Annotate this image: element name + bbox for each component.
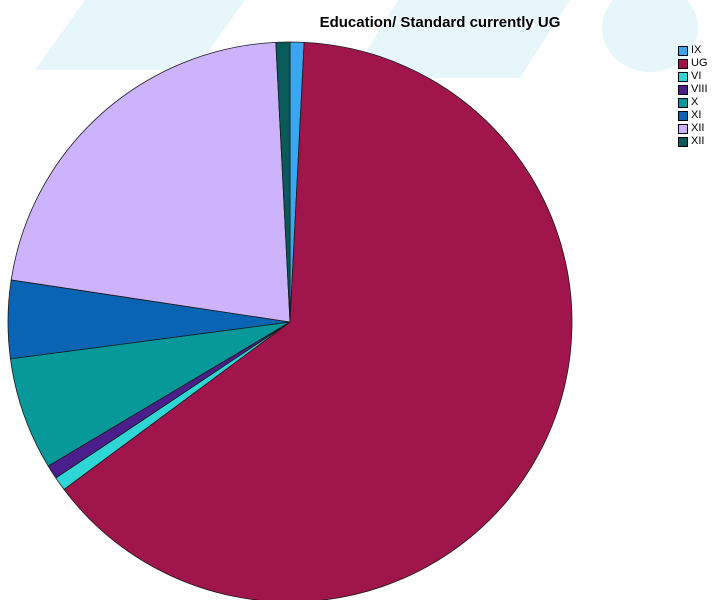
legend-swatch — [678, 71, 688, 82]
legend-swatch — [678, 97, 688, 108]
pie-slice-xii-7 — [275, 41, 291, 323]
legend-label: X — [691, 96, 699, 108]
legend-label: XII — [691, 135, 705, 147]
legend-label: XII — [691, 122, 705, 134]
pie-slice-xii-6 — [10, 41, 291, 323]
legend-item-x-4: X — [678, 96, 708, 109]
legend-label: XI — [691, 109, 702, 121]
legend-label: IX — [691, 44, 702, 56]
legend-swatch — [678, 123, 688, 134]
pie-slice-x-4 — [10, 321, 291, 467]
legend-item-xi-5: XI — [678, 109, 708, 122]
legend-label: VIII — [691, 83, 708, 95]
legend-swatch — [678, 45, 688, 56]
legend-swatch — [678, 110, 688, 121]
legend-label: VI — [691, 70, 702, 82]
legend-item-viii-3: VIII — [678, 83, 708, 96]
legend-swatch — [678, 84, 688, 95]
legend-label: UG — [691, 57, 708, 69]
legend-item-xii-7: XII — [678, 135, 708, 148]
pie-slice-ug-1 — [63, 41, 573, 600]
chart-title: Education/ Standard currently UG — [319, 14, 561, 31]
legend-item-ug-1: UG — [678, 57, 708, 70]
chart-legend: IX UG VI VIII X XI XII XII — [678, 44, 708, 148]
legend-item-xii-6: XII — [678, 122, 708, 135]
legend-swatch — [678, 136, 688, 147]
legend-item-ix-0: IX — [678, 44, 708, 57]
legend-swatch — [678, 58, 688, 69]
legend-item-vi-2: VI — [678, 70, 708, 83]
